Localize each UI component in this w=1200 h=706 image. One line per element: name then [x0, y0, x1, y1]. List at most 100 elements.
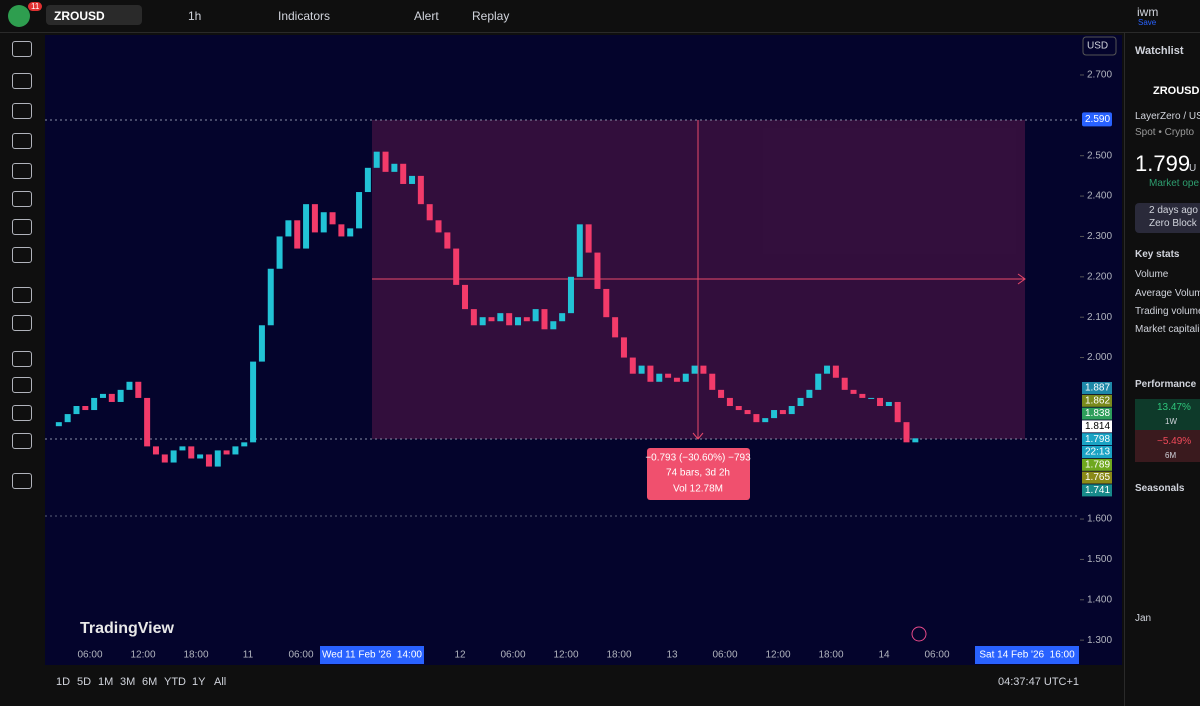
currency[interactable]: USD [1087, 41, 1108, 52]
tool[interactable] [12, 191, 32, 207]
candle [567, 276, 574, 314]
candle [161, 454, 168, 463]
logo[interactable] [8, 5, 30, 27]
price-badge-label: 1.814 [1085, 421, 1110, 432]
candle [903, 422, 910, 443]
candle [656, 373, 663, 382]
candle [179, 446, 186, 451]
candle [868, 397, 875, 399]
range-button[interactable]: YTD [164, 676, 186, 688]
candle [382, 151, 389, 172]
tool[interactable] [12, 315, 32, 331]
candle [152, 446, 159, 455]
candle [497, 313, 504, 322]
price-badge-label: 1.765 [1085, 472, 1110, 483]
candle [197, 454, 204, 459]
x-tick-label: 12:00 [765, 650, 790, 661]
candle [347, 228, 354, 237]
x-tick-label: 14 [878, 650, 890, 661]
measure-change: −0.793 (−30.60%) −793 [645, 453, 751, 464]
tool[interactable] [12, 73, 32, 89]
candle [762, 418, 769, 423]
tool[interactable] [12, 351, 32, 367]
tool[interactable] [12, 287, 32, 303]
top-toolbar: 11 ZROUSD 1h Indicators Alert Replay iwm… [0, 0, 1200, 33]
news-text[interactable]: Zero Block [1149, 218, 1197, 229]
user[interactable]: iwm [1137, 5, 1159, 19]
event-icon[interactable] [911, 626, 927, 642]
range-button[interactable]: All [214, 676, 227, 688]
candle [514, 317, 521, 326]
candle [417, 175, 424, 205]
news-box[interactable] [1135, 203, 1200, 233]
candle [638, 365, 645, 374]
candle [435, 220, 442, 233]
news-time[interactable]: 2 days ago [1149, 205, 1198, 216]
alert[interactable]: Alert [414, 9, 439, 23]
candle [250, 361, 257, 443]
candle [665, 373, 672, 378]
range-button[interactable]: 1M [98, 676, 114, 688]
tool[interactable] [12, 247, 32, 263]
range-button[interactable]: 1D [56, 676, 71, 688]
tool[interactable] [12, 41, 32, 57]
candle [214, 450, 221, 467]
candle [594, 252, 601, 289]
candle [532, 309, 539, 322]
symbol[interactable]: ZROUSD [54, 9, 105, 23]
stat: Trading volume [1135, 306, 1200, 317]
side-panel: Watchlist ZROUSD LayerZero / US Spot • C… [1124, 33, 1200, 706]
panel-price: 1.799 [1135, 151, 1191, 176]
candle [303, 204, 310, 249]
symbol-box[interactable] [46, 5, 142, 25]
candle [426, 204, 433, 221]
candle [612, 317, 619, 338]
indicators[interactable]: Indicators [278, 9, 331, 23]
candle [682, 373, 689, 382]
perf-value: 13.47% [1157, 402, 1191, 413]
replay[interactable]: Replay [472, 9, 510, 23]
x-tick-label: 12:00 [553, 650, 578, 661]
candle [205, 454, 212, 467]
range-button[interactable]: 1Y [192, 676, 206, 688]
tool[interactable] [12, 473, 32, 489]
measure-bars: 74 bars, 3d 2h [666, 468, 730, 479]
price-axis-bg [1080, 35, 1122, 645]
price-badge [1082, 458, 1112, 471]
panel-market: Spot • Crypto [1135, 127, 1195, 138]
range-button[interactable]: 3M [120, 676, 136, 688]
x-tick-label: 18:00 [818, 650, 843, 661]
candle [859, 393, 866, 398]
tool[interactable] [12, 219, 32, 235]
time-axis-bg [45, 645, 1122, 665]
candle [444, 232, 451, 249]
candle [117, 389, 124, 402]
tool[interactable] [12, 377, 32, 393]
tool[interactable] [12, 133, 32, 149]
candle [824, 365, 831, 374]
bottom-toolbar: 04:37:47 UTC+1 1D 5D 1M 3M 6M YTD 1Y All [40, 667, 1124, 697]
tool[interactable] [12, 433, 32, 449]
tool[interactable] [12, 103, 32, 119]
panel-title: Watchlist [1135, 45, 1184, 57]
candle [894, 401, 901, 423]
range-button[interactable]: 6M [142, 676, 158, 688]
arrow [1017, 273, 1026, 285]
x-tick-label: 18:00 [606, 650, 631, 661]
tool[interactable] [12, 163, 32, 179]
currency-button[interactable] [1082, 36, 1117, 56]
y-tick-label: 1.500 [1087, 554, 1112, 565]
candle [550, 321, 557, 330]
candle [541, 309, 548, 330]
perf-period: 6M [1165, 451, 1177, 460]
notif-badge: 11 [28, 2, 43, 11]
arrow [692, 432, 704, 440]
save[interactable]: Save [1138, 18, 1157, 27]
interval[interactable]: 1h [188, 9, 202, 23]
tool[interactable] [12, 405, 32, 421]
candle [82, 406, 89, 411]
candle [726, 397, 733, 407]
range-button[interactable]: 5D [77, 676, 92, 688]
